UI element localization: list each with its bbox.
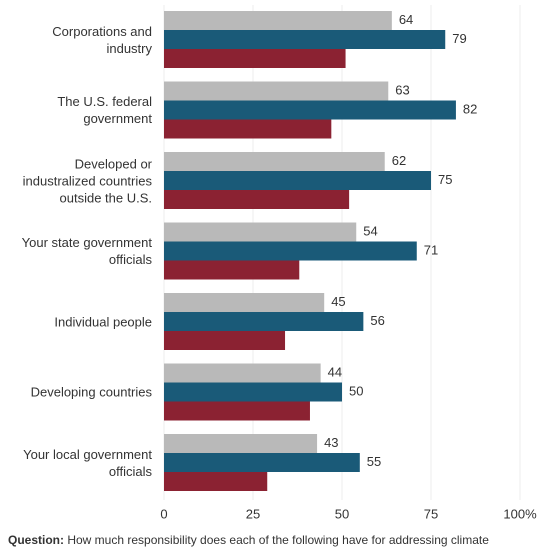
x-tick-label: 0 xyxy=(160,506,167,521)
category-label: Your local government officials xyxy=(23,446,152,479)
value-label: 64 xyxy=(399,12,413,27)
bar xyxy=(164,49,346,68)
bar xyxy=(164,190,350,209)
bar xyxy=(164,260,300,280)
bar xyxy=(164,401,310,421)
value-label: 62 xyxy=(392,153,406,168)
bar xyxy=(164,472,268,491)
bar xyxy=(164,382,342,402)
bar xyxy=(164,81,389,101)
category-label: Individual people xyxy=(54,314,152,329)
value-label: 56 xyxy=(370,313,384,328)
bar xyxy=(164,312,364,331)
value-label: 55 xyxy=(367,454,381,469)
category-label: Your state government officials xyxy=(21,235,152,267)
footer-label: Question: xyxy=(8,533,64,547)
value-label: 63 xyxy=(395,82,409,97)
bar xyxy=(164,453,360,472)
bar xyxy=(164,363,321,383)
bar xyxy=(164,100,456,120)
value-label: 43 xyxy=(324,435,338,450)
bar xyxy=(164,11,392,30)
value-label: 71 xyxy=(424,242,438,257)
value-label: 82 xyxy=(463,101,477,116)
bar xyxy=(164,171,431,190)
bar xyxy=(164,434,318,453)
category-label: The U.S. federal government xyxy=(57,94,152,126)
bar xyxy=(164,119,332,139)
x-tick-label: 75 xyxy=(424,506,438,521)
bar xyxy=(164,222,357,242)
x-tick-label: 50 xyxy=(335,506,349,521)
category-label: Developed or industralized countries out… xyxy=(22,156,152,205)
x-tick-label: 25 xyxy=(246,506,260,521)
bar xyxy=(164,30,446,49)
footer: Question: How much responsibility does e… xyxy=(8,533,489,547)
bar xyxy=(164,331,286,350)
value-label: 75 xyxy=(438,172,452,187)
value-label: 54 xyxy=(363,223,377,238)
value-label: 79 xyxy=(452,31,466,46)
x-tick-label: 100% xyxy=(503,506,537,521)
value-label: 45 xyxy=(331,294,345,309)
bar xyxy=(164,241,417,261)
category-label: Developing countries xyxy=(30,384,152,400)
value-label: 50 xyxy=(349,383,363,398)
value-label: 44 xyxy=(328,364,342,379)
bar xyxy=(164,152,385,171)
category-label: Corporations and industry xyxy=(52,23,152,56)
bar xyxy=(164,293,325,312)
footer-text: How much responsibility does each of the… xyxy=(67,533,489,547)
